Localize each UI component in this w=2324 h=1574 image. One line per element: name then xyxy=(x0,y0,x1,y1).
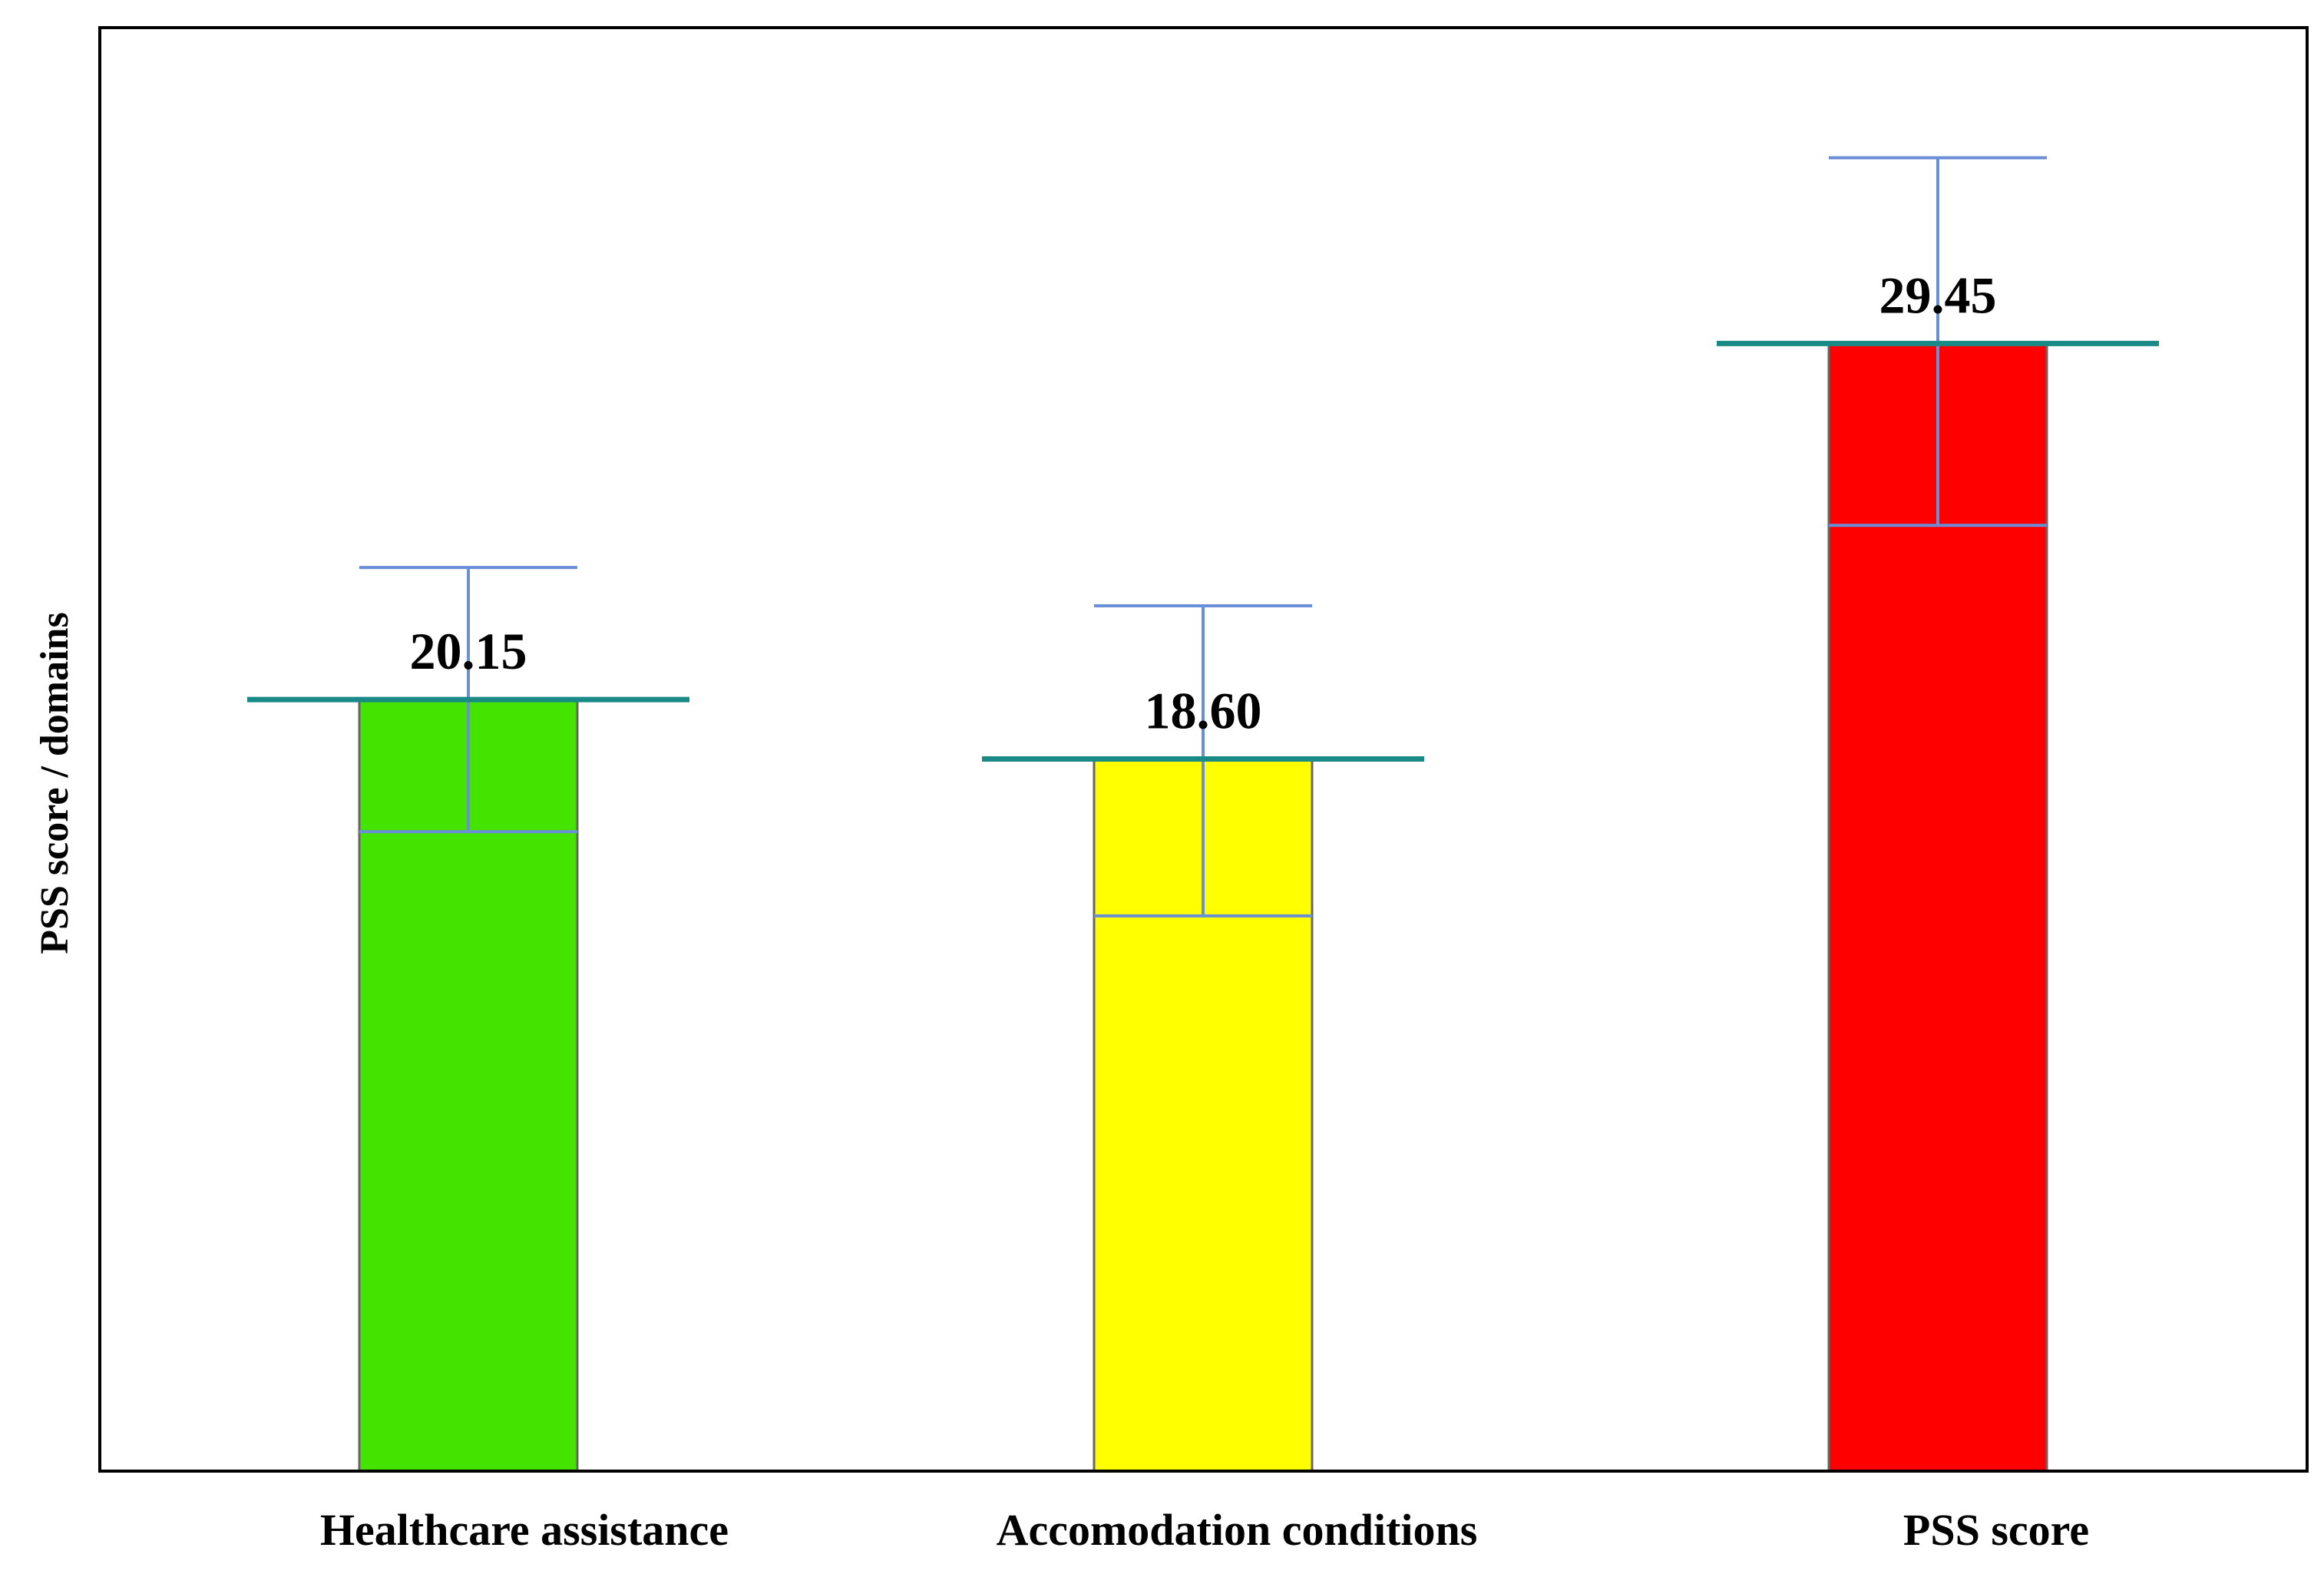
category-label-3: PSS score xyxy=(1903,1505,2089,1555)
data-label-1: 20.15 xyxy=(410,622,527,680)
category-labels-layer: Healthcare assistance Accomodation condit… xyxy=(320,1505,2089,1555)
category-label-1: Healthcare assistance xyxy=(320,1505,729,1555)
data-label-2: 18.60 xyxy=(1145,681,1262,739)
plot-area-frame xyxy=(98,26,2309,1473)
mean-lines-layer xyxy=(247,340,2159,762)
category-label-2: Accomodation conditions xyxy=(997,1505,1478,1555)
error-bars-layer xyxy=(359,156,2047,918)
data-label-3: 29.45 xyxy=(1879,266,1997,324)
y-axis-title: PSS score / domains xyxy=(33,612,77,954)
data-labels-layer: 20.15 18.60 29.45 xyxy=(410,266,1997,739)
